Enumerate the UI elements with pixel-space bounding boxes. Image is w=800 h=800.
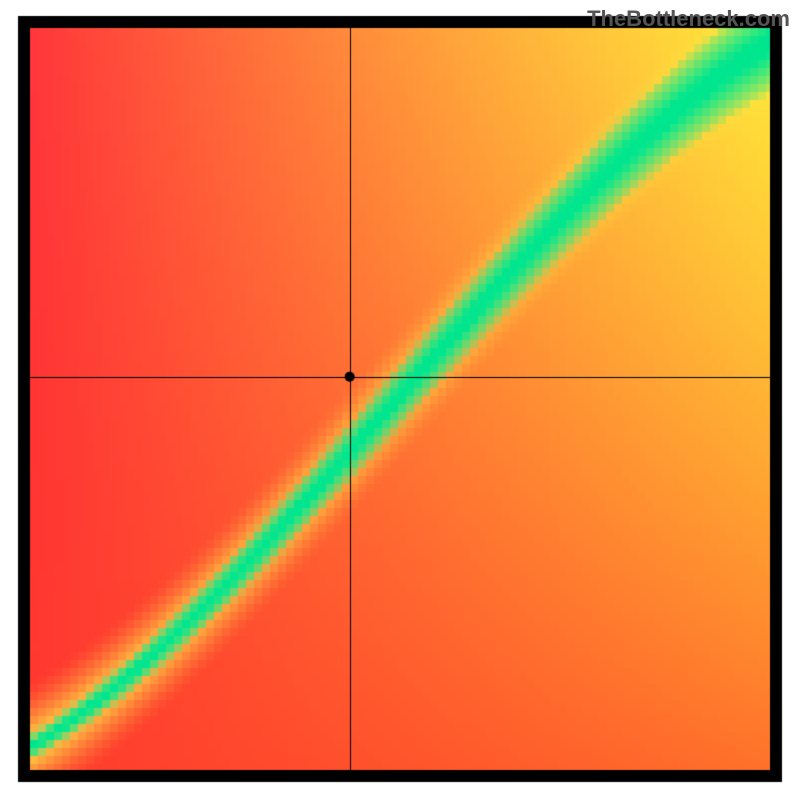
bottleneck-heatmap <box>0 0 800 800</box>
watermark-text: TheBottleneck.com <box>587 6 790 32</box>
chart-container: TheBottleneck.com <box>0 0 800 800</box>
